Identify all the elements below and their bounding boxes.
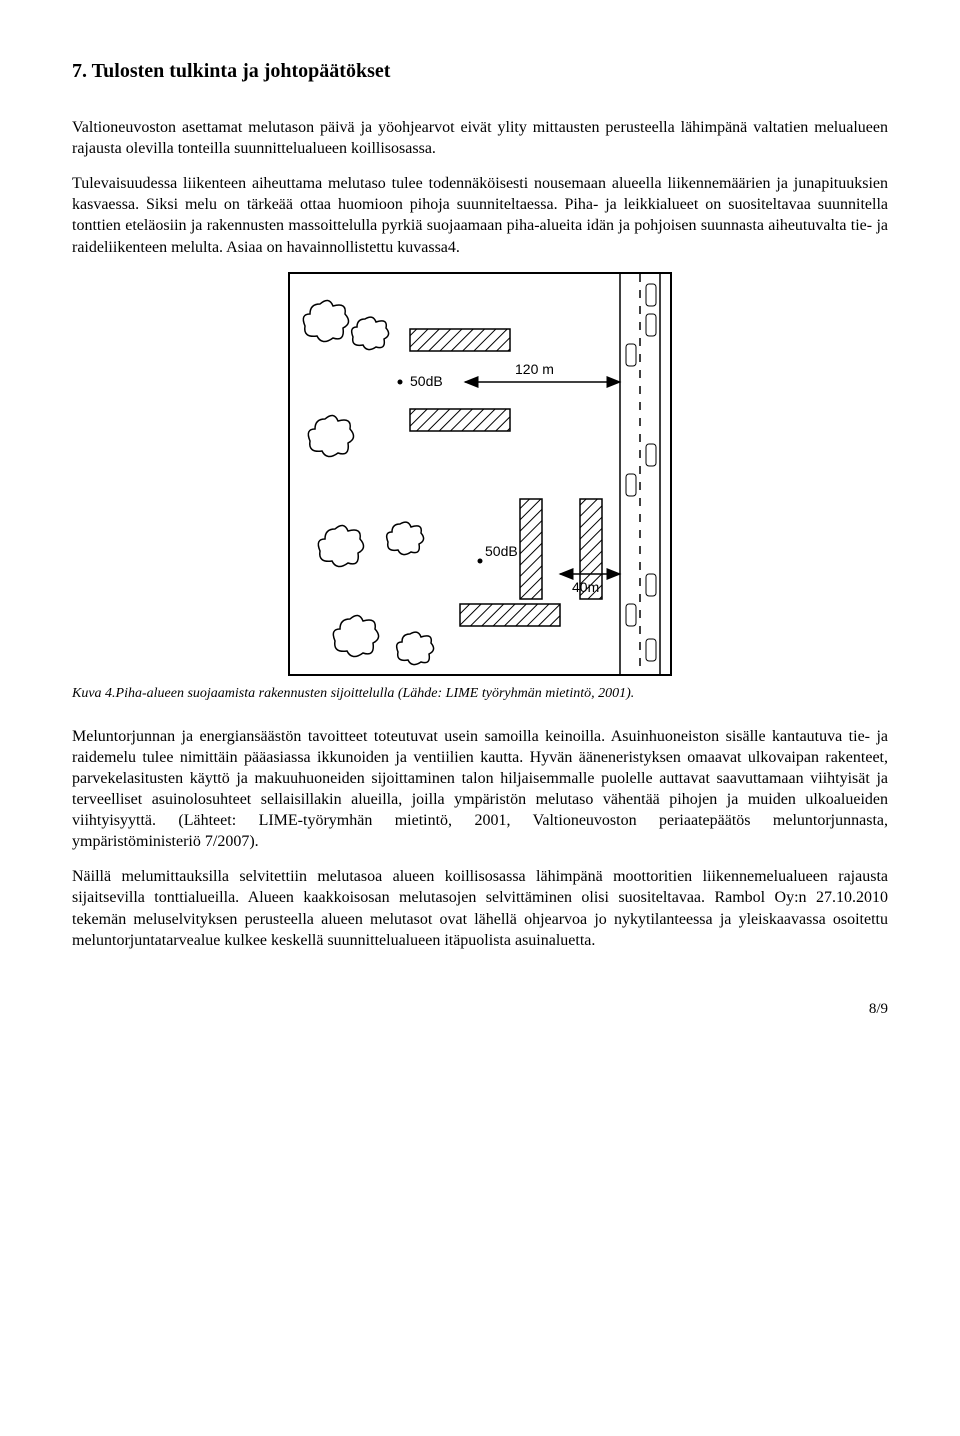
figure-4-caption: Kuva 4.Piha-alueen suojaamista rakennust… (72, 686, 888, 702)
figure-label-top-dist: 120 m (515, 361, 554, 377)
figure-4: 50dB 120 m 50dB 40m (288, 272, 672, 676)
figure-label-bot-dist: 40m (572, 579, 599, 595)
page-number: 8/9 (72, 1001, 888, 1018)
paragraph-2: Tulevaisuudessa liikenteen aiheuttama me… (72, 173, 888, 257)
section-heading: 7. Tulosten tulkinta ja johtopäätökset (72, 60, 888, 83)
paragraph-4: Näillä melumittauksilla selvitettiin mel… (72, 866, 888, 950)
paragraph-3: Meluntorjunnan ja energiansäästön tavoit… (72, 726, 888, 853)
figure-label-top-db: 50dB (410, 373, 443, 389)
figure-4-container: 50dB 120 m 50dB 40m (72, 272, 888, 676)
figure-label-bot-db: 50dB (485, 543, 518, 559)
paragraph-1: Valtioneuvoston asettamat melutason päiv… (72, 117, 888, 159)
figure-4-svg: 50dB 120 m 50dB 40m (290, 274, 670, 674)
